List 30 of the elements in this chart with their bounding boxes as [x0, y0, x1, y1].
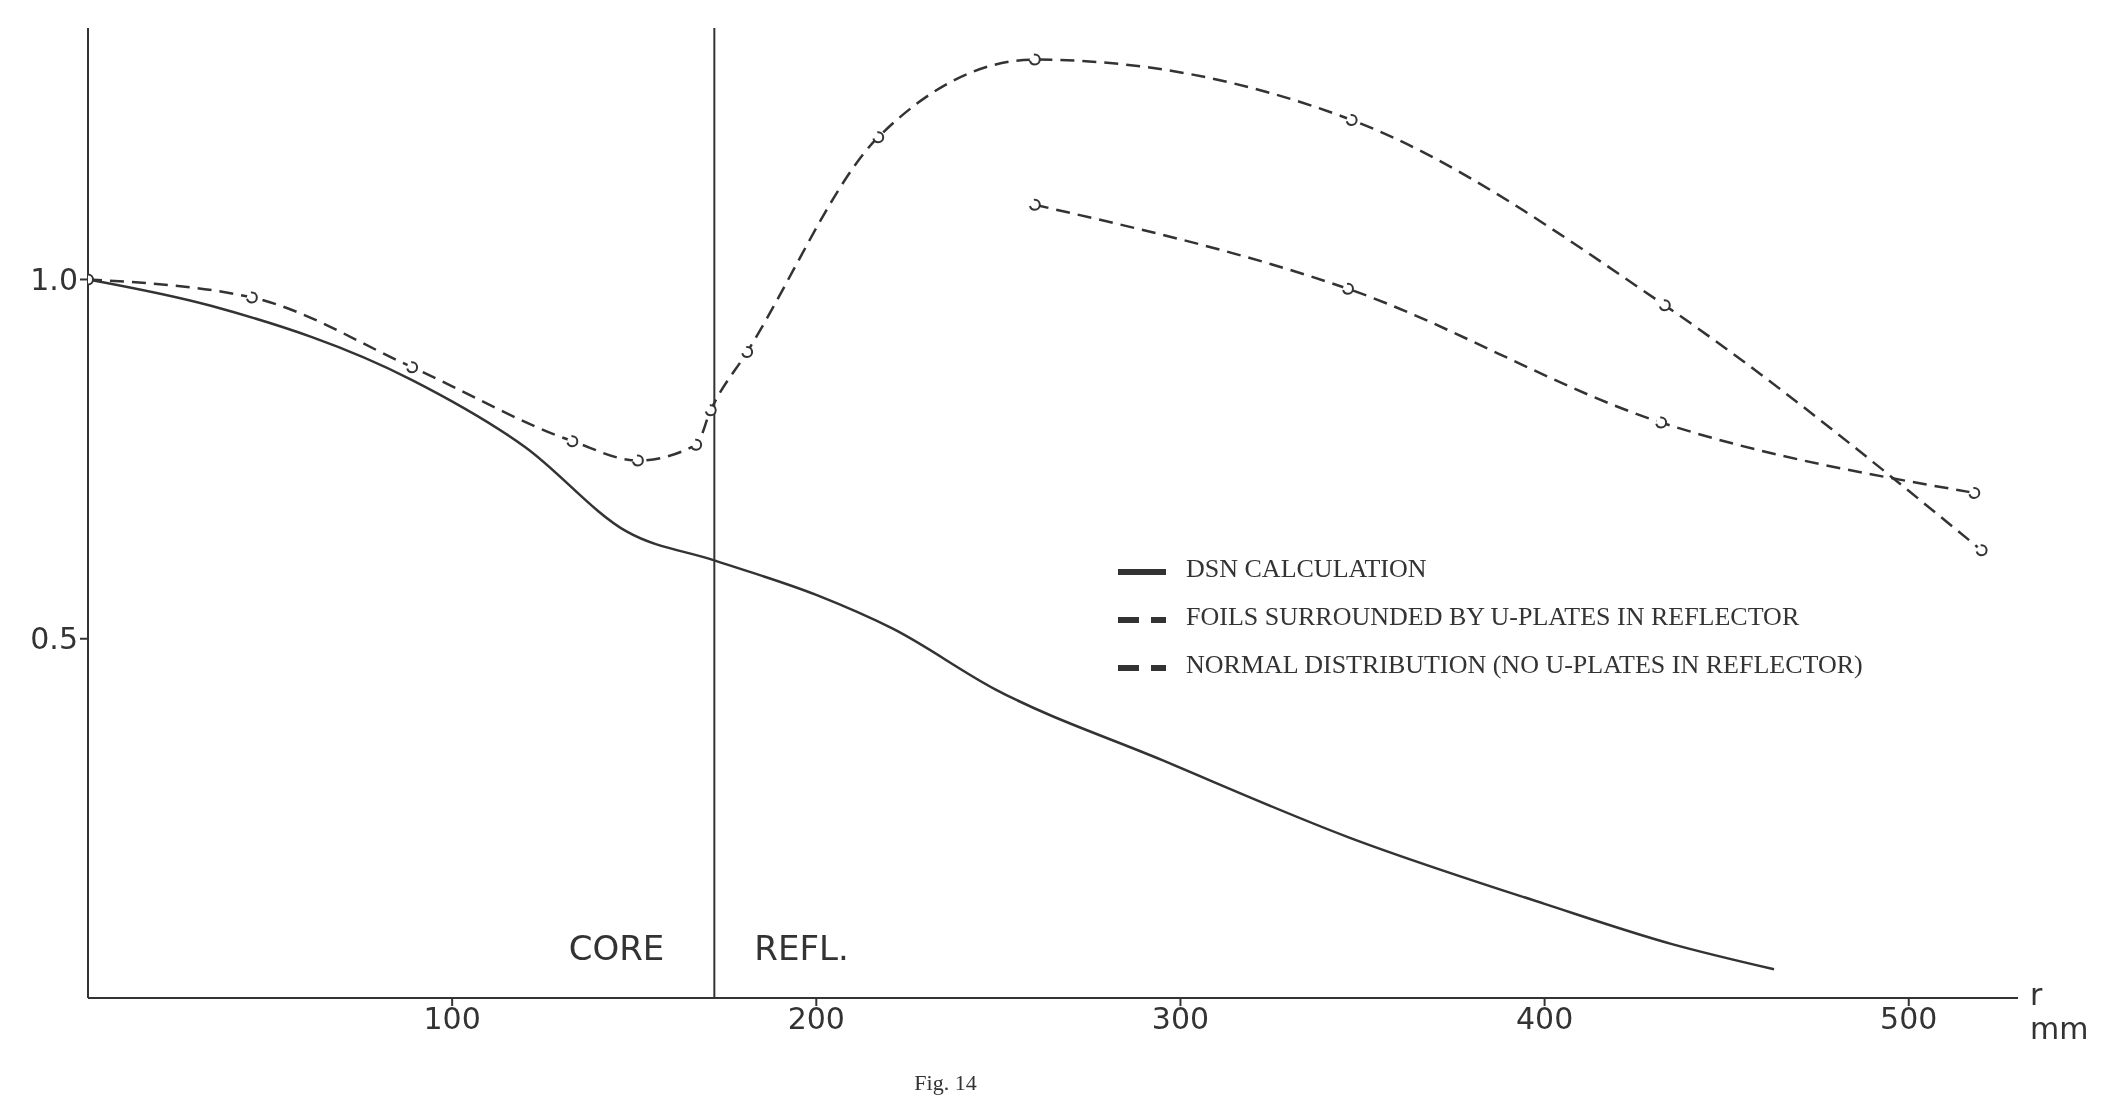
- legend-label: FOILS SURROUNDED BY U-PLATES IN REFLECTOR: [1186, 601, 1800, 631]
- point: [741, 346, 754, 359]
- x-axis-title: r mm: [2030, 977, 2089, 1046]
- point: [1028, 53, 1041, 66]
- point: [872, 131, 885, 144]
- legend-label: DSN CALCULATION: [1186, 553, 1427, 583]
- point: [1341, 282, 1354, 295]
- point: [704, 404, 717, 417]
- point: [1968, 486, 1981, 499]
- point: [406, 361, 419, 374]
- point: [1655, 416, 1668, 429]
- y-tick-label: 1.0: [30, 262, 78, 298]
- point: [1975, 544, 1988, 557]
- point: [245, 291, 258, 304]
- x-tick-label: 300: [1151, 1001, 1210, 1037]
- annotation: CORE: [568, 928, 665, 968]
- x-tick-label: 200: [787, 1001, 845, 1037]
- annotation: REFL.: [754, 928, 849, 968]
- point: [631, 454, 644, 467]
- x-tick-label: 400: [1515, 1001, 1574, 1037]
- point: [1658, 299, 1671, 312]
- legend-label: NORMAL DISTRIBUTION (NO U-PLATES IN REFLECTOR): [1186, 649, 1863, 679]
- x-tick-label: 100: [423, 1001, 481, 1037]
- point: [1028, 198, 1041, 211]
- point: [566, 435, 579, 448]
- y-tick-label: 0.5: [30, 621, 78, 657]
- caption: Fig. 14: [914, 1070, 977, 1096]
- point: [690, 438, 703, 451]
- x-tick-label: 500: [1880, 1001, 1938, 1037]
- point: [1345, 113, 1358, 126]
